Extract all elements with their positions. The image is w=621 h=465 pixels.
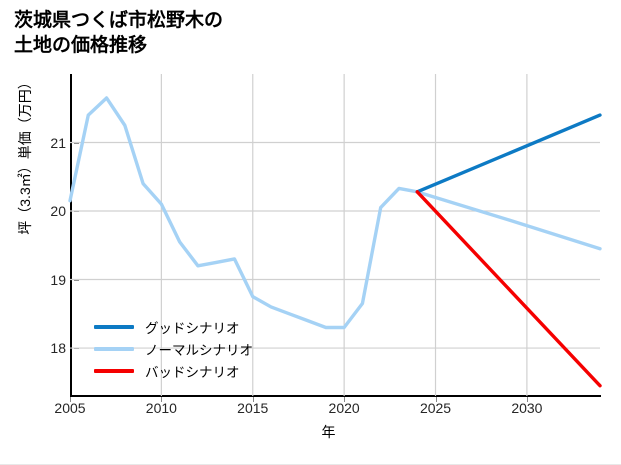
x-axis-tick-mark (526, 397, 528, 402)
x-axis-spine (70, 395, 601, 397)
x-axis-tick-mark (435, 397, 437, 402)
x-axis-tick-label: 2030 (511, 400, 543, 416)
x-axis-tick-label: 2025 (419, 400, 452, 416)
chart-legend: グッドシナリオ ノーマルシナリオ バッドシナリオ (94, 316, 314, 382)
x-axis-tick-label: 2005 (54, 400, 86, 416)
series-line (415, 113, 602, 194)
y-axis-tick-label: 18 (50, 340, 66, 357)
legend-item-label: バッドシナリオ (145, 365, 240, 380)
x-axis-tick-label: 2010 (145, 400, 177, 416)
x-axis-tick-label: 2020 (328, 400, 360, 416)
series-line (68, 96, 602, 330)
x-axis-tick-mark (161, 397, 163, 402)
legend-color-swatch (94, 347, 134, 351)
y-axis-tick-label: 19 (50, 271, 66, 288)
y-axis-label: 坪（3.3㎡）単価（万円） (17, 75, 33, 235)
legend-item-label: ノーマルシナリオ (145, 343, 253, 358)
legend-item[interactable]: ノーマルシナリオ (94, 338, 314, 360)
data-series-lines (68, 96, 602, 388)
page-title: 茨城県つくば市松野木の 土地の価格推移 (14, 10, 224, 57)
x-axis-tick-label: 2015 (237, 400, 269, 416)
y-axis-spine (70, 74, 72, 397)
x-axis-tick-mark (70, 397, 71, 402)
series-line (415, 190, 602, 388)
legend-color-swatch (94, 325, 134, 329)
horizontal-gridlines (70, 141, 600, 349)
legend-color-swatch (94, 369, 134, 373)
legend-item[interactable]: グッドシナリオ (94, 316, 314, 338)
chart-svg (68, 74, 602, 396)
plot-area (68, 74, 602, 396)
x-axis-label: 年 (321, 424, 336, 440)
y-axis-ticks: 18 19 20 21 (10, 0, 79, 465)
x-axis-tick-mark (252, 397, 254, 402)
y-axis-tick-label: 20 (50, 203, 66, 220)
legend-item[interactable]: バッドシナリオ (94, 360, 314, 382)
legend-item-label: グッドシナリオ (145, 321, 240, 336)
y-axis-tick-label: 21 (50, 134, 66, 151)
vertical-gridlines (160, 74, 528, 396)
x-axis-tick-mark (344, 397, 346, 402)
